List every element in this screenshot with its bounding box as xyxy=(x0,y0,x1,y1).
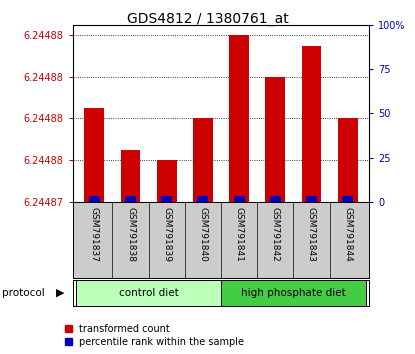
Text: GSM791839: GSM791839 xyxy=(162,207,171,262)
Text: GSM791842: GSM791842 xyxy=(271,207,280,262)
Bar xyxy=(198,195,208,202)
Text: GDS4812 / 1380761_at: GDS4812 / 1380761_at xyxy=(127,12,288,27)
Text: high phosphate diet: high phosphate diet xyxy=(241,288,346,298)
Bar xyxy=(221,280,366,306)
Text: GSM791840: GSM791840 xyxy=(198,207,208,262)
Bar xyxy=(121,150,140,202)
Bar xyxy=(265,77,285,202)
Bar xyxy=(161,195,172,202)
Text: control diet: control diet xyxy=(119,288,178,298)
Bar xyxy=(229,35,249,202)
Bar xyxy=(342,195,353,202)
Bar xyxy=(193,119,213,202)
Bar xyxy=(76,280,221,306)
Bar xyxy=(84,108,104,202)
Bar xyxy=(302,46,321,202)
Text: GSM791841: GSM791841 xyxy=(234,207,244,262)
Bar xyxy=(125,195,136,202)
Bar xyxy=(338,119,358,202)
Bar xyxy=(306,195,317,202)
Bar xyxy=(270,195,281,202)
Text: ▶: ▶ xyxy=(56,288,64,298)
Bar xyxy=(89,195,100,202)
Text: GSM791838: GSM791838 xyxy=(126,207,135,262)
Text: GSM791844: GSM791844 xyxy=(343,207,352,262)
Bar xyxy=(157,160,177,202)
Bar xyxy=(234,195,244,202)
Text: GSM791843: GSM791843 xyxy=(307,207,316,262)
Legend: transformed count, percentile rank within the sample: transformed count, percentile rank withi… xyxy=(63,322,247,349)
Text: protocol: protocol xyxy=(2,288,45,298)
Text: GSM791837: GSM791837 xyxy=(90,207,99,262)
